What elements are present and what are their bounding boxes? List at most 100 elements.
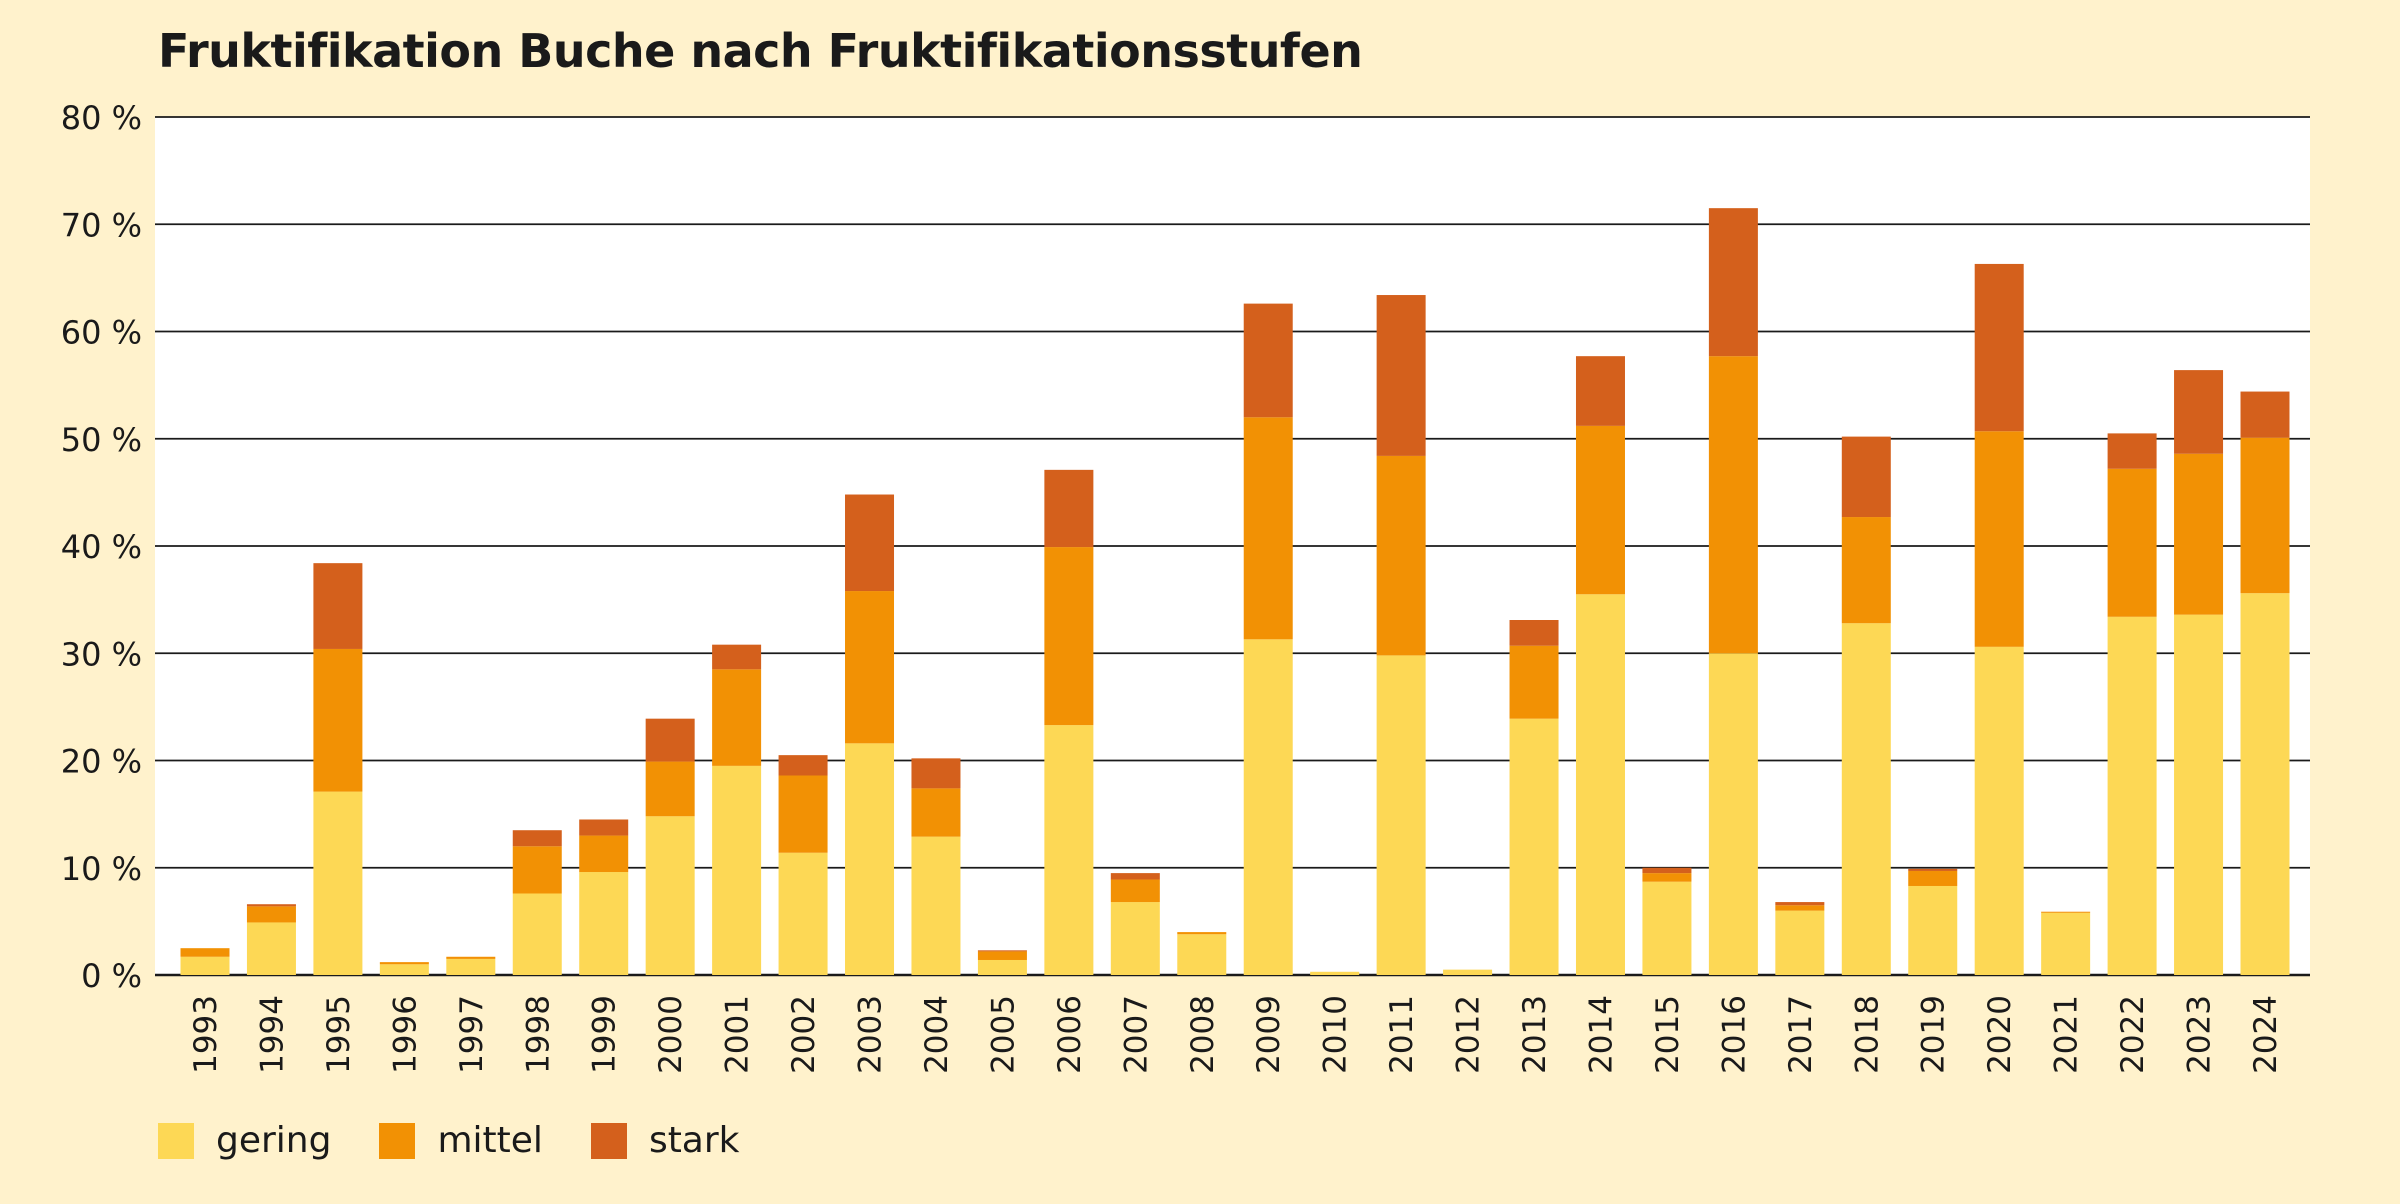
bar-segment-gering-2019: [1908, 885, 1958, 975]
bar-segment-mittel-1993: [180, 948, 230, 957]
legend-item-stark: stark: [590, 1120, 740, 1161]
bar-segment-mittel-1998: [512, 846, 562, 894]
bar-segment-stark-2022: [2107, 433, 2157, 469]
bar-segment-mittel-2002: [778, 775, 828, 853]
x-tick-label: 2011: [1384, 995, 1420, 1074]
x-tick-label: 2001: [720, 995, 756, 1074]
legend-label: mittel: [437, 1120, 543, 1161]
bar-segment-stark-2014: [1575, 356, 1625, 426]
bar-segment-gering-1993: [180, 956, 230, 975]
x-tick-label: 2000: [653, 995, 689, 1074]
legend-label: gering: [216, 1120, 332, 1161]
x-tick-label: 2006: [1052, 995, 1088, 1074]
bar-segment-stark-1999: [579, 819, 629, 836]
bar-segment-stark-1994: [246, 904, 296, 907]
x-tick-label: 2007: [1118, 995, 1154, 1074]
bar-segment-mittel-2004: [911, 788, 961, 837]
legend-item-gering: gering: [158, 1120, 331, 1161]
bar-segment-stark-2020: [1974, 263, 2024, 432]
bar-segment-stark-2016: [1708, 208, 1758, 357]
bar-segment-stark-2001: [712, 644, 762, 670]
bar-segment-gering-2002: [778, 852, 828, 975]
bar-segment-gering-1998: [512, 893, 562, 975]
x-tick-label: 1996: [387, 995, 423, 1074]
bar-segment-gering-2012: [1443, 969, 1493, 975]
x-tick-label: 2022: [2115, 995, 2151, 1074]
bar-segment-stark-2003: [845, 494, 895, 592]
y-tick-label: 50 %: [61, 421, 142, 459]
y-tick-label: 10 %: [61, 850, 142, 888]
bar-segment-stark-1995: [313, 563, 363, 649]
y-tick-label: 70 %: [61, 206, 142, 244]
x-tick-label: 2012: [1451, 995, 1487, 1074]
bar-segment-gering-2024: [2240, 593, 2290, 975]
bar-segment-gering-2020: [1974, 646, 2024, 975]
x-tick-label: 1999: [587, 995, 623, 1074]
bar-segment-stark-2005: [977, 950, 1027, 952]
bar-segment-mittel-1996: [379, 962, 429, 965]
bar-segment-stark-2017: [1775, 902, 1825, 906]
y-tick-label: 0 %: [81, 957, 142, 995]
bar-segment-gering-1995: [313, 791, 363, 975]
bar-segment-gering-2001: [712, 765, 762, 975]
bars: [180, 208, 2290, 975]
bar-segment-gering-2013: [1509, 718, 1559, 975]
bar-segment-mittel-2017: [1775, 905, 1825, 911]
bar-segment-mittel-2000: [645, 761, 695, 817]
y-tick-label: 20 %: [61, 743, 142, 781]
bar-segment-mittel-1997: [446, 956, 496, 959]
bar-segment-stark-2018: [1841, 436, 1891, 518]
bar-segment-mittel-1995: [313, 648, 363, 792]
chart-title: Fruktifikation Buche nach Fruktifikation…: [158, 24, 1363, 78]
x-tick-label: 1994: [254, 995, 290, 1074]
legend-label: stark: [648, 1120, 740, 1161]
bar-segment-gering-2014: [1575, 594, 1625, 975]
bar-segment-gering-2016: [1708, 653, 1758, 975]
bar-segment-mittel-2013: [1509, 645, 1559, 719]
x-tick-label: 2004: [919, 995, 955, 1074]
x-tick-label: 2005: [985, 995, 1021, 1074]
bar-segment-gering-1996: [379, 964, 429, 975]
bar-segment-gering-2004: [911, 836, 961, 975]
bar-segment-stark-1998: [512, 830, 562, 847]
bar-segment-gering-2000: [645, 816, 695, 975]
x-tick-label: 2016: [1716, 995, 1752, 1074]
bar-segment-mittel-2019: [1908, 870, 1958, 886]
bar-segment-stark-2002: [778, 755, 828, 776]
bar-segment-mittel-2015: [1642, 873, 1692, 882]
bar-segment-stark-2000: [645, 718, 695, 762]
x-tick-label: 2024: [2248, 995, 2284, 1074]
x-tick-label: 1997: [454, 995, 490, 1074]
x-tick-label: 1993: [188, 995, 224, 1074]
bar-segment-mittel-2001: [712, 669, 762, 766]
bar-segment-gering-2009: [1243, 639, 1293, 975]
bar-segment-mittel-2005: [977, 951, 1027, 960]
x-tick-label: 2023: [2182, 995, 2218, 1074]
bar-segment-gering-2010: [1310, 971, 1360, 975]
bar-segment-gering-2021: [2041, 912, 2091, 975]
bar-segment-mittel-2024: [2240, 437, 2290, 594]
x-tick-label: 2014: [1583, 995, 1619, 1074]
x-tick-label: 2020: [1982, 995, 2018, 1074]
bar-segment-mittel-2006: [1044, 547, 1094, 726]
bar-segment-mittel-2021: [2041, 911, 2091, 913]
x-tick-label: 2013: [1517, 995, 1553, 1074]
bar-segment-mittel-2014: [1575, 425, 1625, 595]
x-tick-label: 2017: [1783, 995, 1819, 1074]
bar-segment-mittel-1994: [246, 906, 296, 923]
bar-segment-mittel-2007: [1110, 879, 1160, 903]
bar-segment-mittel-2016: [1708, 356, 1758, 654]
bar-segment-gering-2023: [2174, 614, 2224, 975]
bar-segment-stark-2013: [1509, 620, 1559, 646]
bar-segment-gering-2018: [1841, 623, 1891, 975]
bar-segment-gering-2008: [1177, 934, 1227, 975]
y-tick-label: 80 %: [61, 99, 142, 137]
bar-segment-gering-1997: [446, 958, 496, 975]
bar-segment-gering-1994: [246, 922, 296, 975]
bar-segment-stark-2023: [2174, 370, 2224, 454]
x-tick-label: 2002: [786, 995, 822, 1074]
x-axis-tick-labels: 1993 1994 1995 1996 1997 1998 1999 2000 2001 2002…: [188, 995, 2284, 1074]
x-tick-label: 2015: [1650, 995, 1686, 1074]
x-tick-label: 2003: [853, 995, 889, 1074]
